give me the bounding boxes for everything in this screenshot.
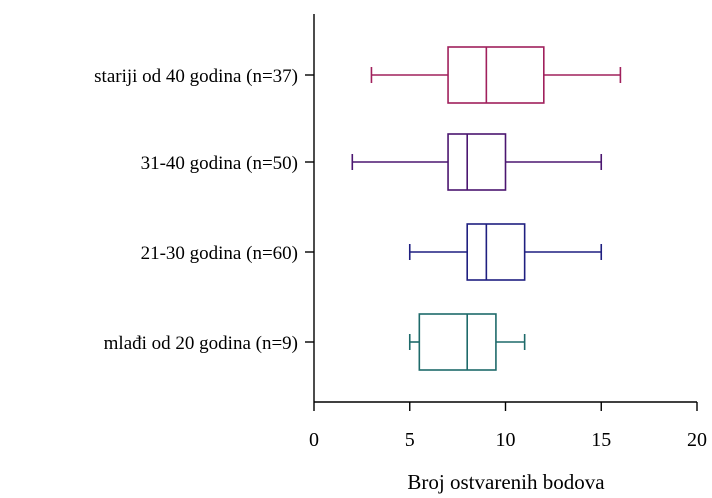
category-label: mlađi od 20 godina (n=9) (104, 333, 298, 354)
box-group (351, 133, 603, 191)
category-label: 21-30 godina (n=60) (141, 243, 298, 264)
x-tick-label: 0 (309, 429, 319, 451)
category-label: 31-40 godina (n=50) (141, 153, 298, 174)
x-tick-label: 20 (687, 429, 707, 451)
iqr-box (418, 313, 497, 371)
iqr-box (466, 223, 526, 281)
iqr-box (447, 133, 507, 191)
x-tick-label: 10 (496, 429, 516, 451)
box-group (408, 223, 603, 281)
x-tick-label: 15 (591, 429, 611, 451)
boxes (351, 46, 622, 371)
x-tick-label: 5 (405, 429, 415, 451)
iqr-box (447, 46, 545, 104)
box-group (408, 313, 526, 371)
box-group (370, 46, 622, 104)
x-ticks: 0 5 10 15 20 (309, 402, 707, 451)
y-ticks: stariji od 40 godina (n=37) 31-40 godina … (94, 66, 314, 354)
x-axis-title: Broj ostvarenih bodova (407, 470, 605, 494)
category-label: stariji od 40 godina (n=37) (94, 66, 298, 87)
